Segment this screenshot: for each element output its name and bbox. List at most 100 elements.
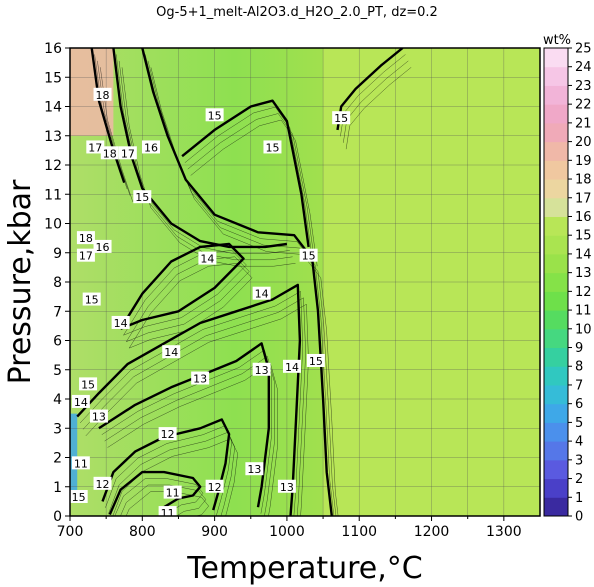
colorbar-segment bbox=[544, 403, 568, 423]
colorbar-tick-label: 16 bbox=[575, 210, 592, 225]
y-tick-label: 16 bbox=[44, 41, 62, 57]
contour-label-box bbox=[158, 427, 177, 441]
colorbar-tick-label: 6 bbox=[575, 397, 583, 412]
contour-label: 13 bbox=[89, 409, 108, 424]
colorbar-segment bbox=[544, 366, 568, 386]
colorbar-tick-label: 4 bbox=[575, 435, 583, 450]
x-axis: 700 800 900 1000 1100 1200 1300 bbox=[57, 516, 522, 540]
colorbar-segment bbox=[544, 384, 568, 405]
contour-label-box bbox=[205, 108, 224, 122]
contour-label-text: 15 bbox=[135, 191, 149, 204]
colorbar-tick-label: 14 bbox=[575, 247, 592, 262]
y-tick-label: 3 bbox=[53, 421, 62, 437]
contour-label: 13 bbox=[252, 362, 271, 377]
colorbar-tick-label: 20 bbox=[575, 135, 592, 150]
contour-label: 15 bbox=[263, 140, 282, 154]
minor-contour-line bbox=[125, 491, 209, 516]
contour-label-box bbox=[332, 111, 351, 125]
contour-label-text: 13 bbox=[92, 411, 106, 424]
minor-contour-line bbox=[79, 291, 304, 516]
contour-label: 11 bbox=[163, 485, 182, 500]
contour-label: 15 bbox=[70, 489, 88, 504]
contour-label: 13 bbox=[191, 371, 210, 386]
minor-contour-line bbox=[105, 425, 233, 516]
colorbar-tick-label: 8 bbox=[575, 360, 583, 375]
colorbar-segment bbox=[544, 347, 568, 367]
minor-contour-line bbox=[101, 349, 272, 514]
contour-label: 11 bbox=[71, 456, 90, 470]
colorbar-tick-label: 1 bbox=[575, 491, 583, 506]
colorbar-segment bbox=[544, 441, 568, 461]
colorbar-tick-label: 17 bbox=[575, 191, 592, 206]
contour-line bbox=[181, 99, 310, 248]
contour-label-text: 13 bbox=[280, 481, 294, 494]
minor-contour-line bbox=[97, 60, 131, 196]
contour-label-box bbox=[118, 146, 137, 160]
colorbar-tick-label: 12 bbox=[575, 285, 592, 300]
contour-label: 14 bbox=[252, 286, 271, 301]
contour-label-box bbox=[245, 462, 264, 476]
contour-label-text: 14 bbox=[164, 346, 178, 359]
colorbar-label: wt% bbox=[543, 33, 571, 48]
colorbar-tick-label: 24 bbox=[575, 60, 592, 75]
chart-title: Og-5+1_melt-Al2O3.d_H2O_2.0_PT, dz=0.2 bbox=[156, 5, 438, 20]
contour-label-box bbox=[76, 248, 95, 262]
minor-contour-line bbox=[121, 67, 296, 267]
y-tick-label: 11 bbox=[44, 187, 62, 203]
colorbar-segment bbox=[544, 291, 568, 311]
y-tick-label: 7 bbox=[53, 304, 62, 320]
contour-label-text: 14 bbox=[74, 396, 88, 409]
contour-label-text: 16 bbox=[144, 141, 158, 154]
x-axis-label: Temperature,°C bbox=[186, 551, 423, 586]
contour-label-text: 14 bbox=[285, 361, 299, 374]
contour-label-text: 16 bbox=[96, 241, 110, 254]
colorbar-tick-label: 10 bbox=[575, 322, 592, 337]
contour-label: 12 bbox=[158, 427, 177, 441]
colorbar-tick-label: 23 bbox=[575, 79, 592, 94]
contour-label: 14 bbox=[198, 251, 217, 266]
contour-label-text: 17 bbox=[121, 147, 135, 160]
contour-label-text: 14 bbox=[114, 317, 128, 330]
contour-label-box bbox=[205, 479, 224, 493]
colorbar-segment bbox=[544, 48, 568, 68]
contour-label: 12 bbox=[93, 476, 112, 491]
contour-label-box bbox=[86, 140, 105, 154]
colorbar-segment bbox=[544, 141, 568, 161]
minor-contour-line bbox=[129, 263, 253, 349]
colorbar-segment bbox=[544, 197, 568, 217]
contour-label-box bbox=[111, 315, 130, 329]
contour-label-text: 11 bbox=[166, 487, 180, 500]
contour-label-box bbox=[100, 146, 119, 160]
contour-label-box bbox=[198, 251, 217, 265]
x-tick-label: 1200 bbox=[414, 524, 450, 540]
contour-label-text: 13 bbox=[247, 463, 261, 476]
contour-line bbox=[119, 242, 245, 330]
contour-label-box bbox=[263, 140, 282, 154]
contour-label: 16 bbox=[93, 239, 112, 254]
colorbar-tick-label: 0 bbox=[575, 510, 583, 525]
contour-label-text: 15 bbox=[81, 378, 95, 391]
contour-label: 12 bbox=[205, 479, 224, 494]
contour-label-text: 15 bbox=[72, 491, 86, 504]
colorbar-segment bbox=[544, 328, 568, 349]
contour-label-box bbox=[133, 190, 152, 204]
contour-label-box bbox=[282, 359, 301, 373]
minor-contour-line bbox=[85, 303, 309, 516]
y-tick-label: 1 bbox=[53, 480, 62, 496]
contour-label-text: 17 bbox=[79, 250, 93, 263]
contour-label-text: 14 bbox=[255, 288, 269, 301]
colorbar-tick-label: 25 bbox=[575, 42, 592, 57]
contour-label: 15 bbox=[79, 377, 98, 391]
contour-label: 18 bbox=[100, 146, 119, 160]
colorbar-segment bbox=[544, 179, 568, 199]
minor-contour-line bbox=[82, 297, 306, 516]
contour-label-box bbox=[299, 248, 318, 262]
contour-label: 15 bbox=[82, 292, 101, 307]
minor-contour-line bbox=[126, 256, 250, 342]
contour-line bbox=[90, 48, 126, 183]
contour-label-box bbox=[93, 239, 112, 253]
x-tick-label: 700 bbox=[57, 524, 84, 540]
contour-label-box bbox=[76, 231, 95, 245]
